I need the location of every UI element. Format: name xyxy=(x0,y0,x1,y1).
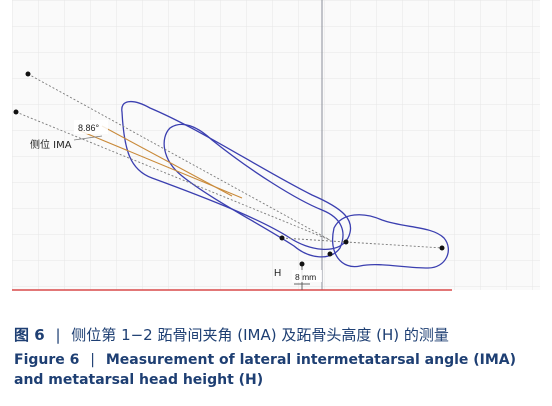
second-metatarsal-axis xyxy=(15,111,331,241)
caption-en-label: Figure 6 xyxy=(14,352,80,368)
ima-label-leader xyxy=(73,135,103,141)
first-metatarsal-axis xyxy=(27,73,331,241)
height-marker-label: H xyxy=(274,268,281,279)
point-marker xyxy=(279,235,285,241)
caption-cn-text: 侧位第 1−2 跖骨间夹角 (IMA) 及跖骨头高度 (H) 的测量 xyxy=(71,326,449,344)
point-marker xyxy=(299,261,305,267)
radiograph-figure: 8.86° 侧位 IMA H 8 mm xyxy=(12,0,540,320)
first-metatarsal-outline xyxy=(121,101,352,251)
angle-value-label: 8.86° xyxy=(78,123,100,133)
caption-chinese: 图 6 | 侧位第 1−2 跖骨间夹角 (IMA) 及跖骨头高度 (H) 的测量 xyxy=(14,325,544,345)
canvas-grid xyxy=(12,0,540,290)
angle-value-box xyxy=(74,120,108,134)
measurement-diagram: 8.86° 侧位 IMA H 8 mm xyxy=(12,0,540,291)
caption-english: Figure 6 | Measurement of lateral interm… xyxy=(14,350,544,390)
point-marker xyxy=(327,251,333,257)
head-axis xyxy=(281,237,443,249)
caption-en-text: Measurement of lateral intermetatarsal a… xyxy=(14,352,517,388)
point-marker xyxy=(343,239,349,245)
point-marker xyxy=(25,71,31,77)
point-marker xyxy=(13,109,19,115)
height-value-label: 8 mm xyxy=(295,272,316,282)
caption-cn-separator: | xyxy=(55,326,61,344)
caption-en-separator: | xyxy=(90,352,95,368)
caption-cn-label: 图 6 xyxy=(14,326,45,344)
angle-arm-lower xyxy=(77,129,243,199)
second-metatarsal-outline xyxy=(163,123,344,258)
height-value-box xyxy=(292,270,322,282)
point-marker xyxy=(439,245,445,251)
phalanx-outline xyxy=(332,214,449,269)
ima-label: 侧位 IMA xyxy=(30,138,72,151)
